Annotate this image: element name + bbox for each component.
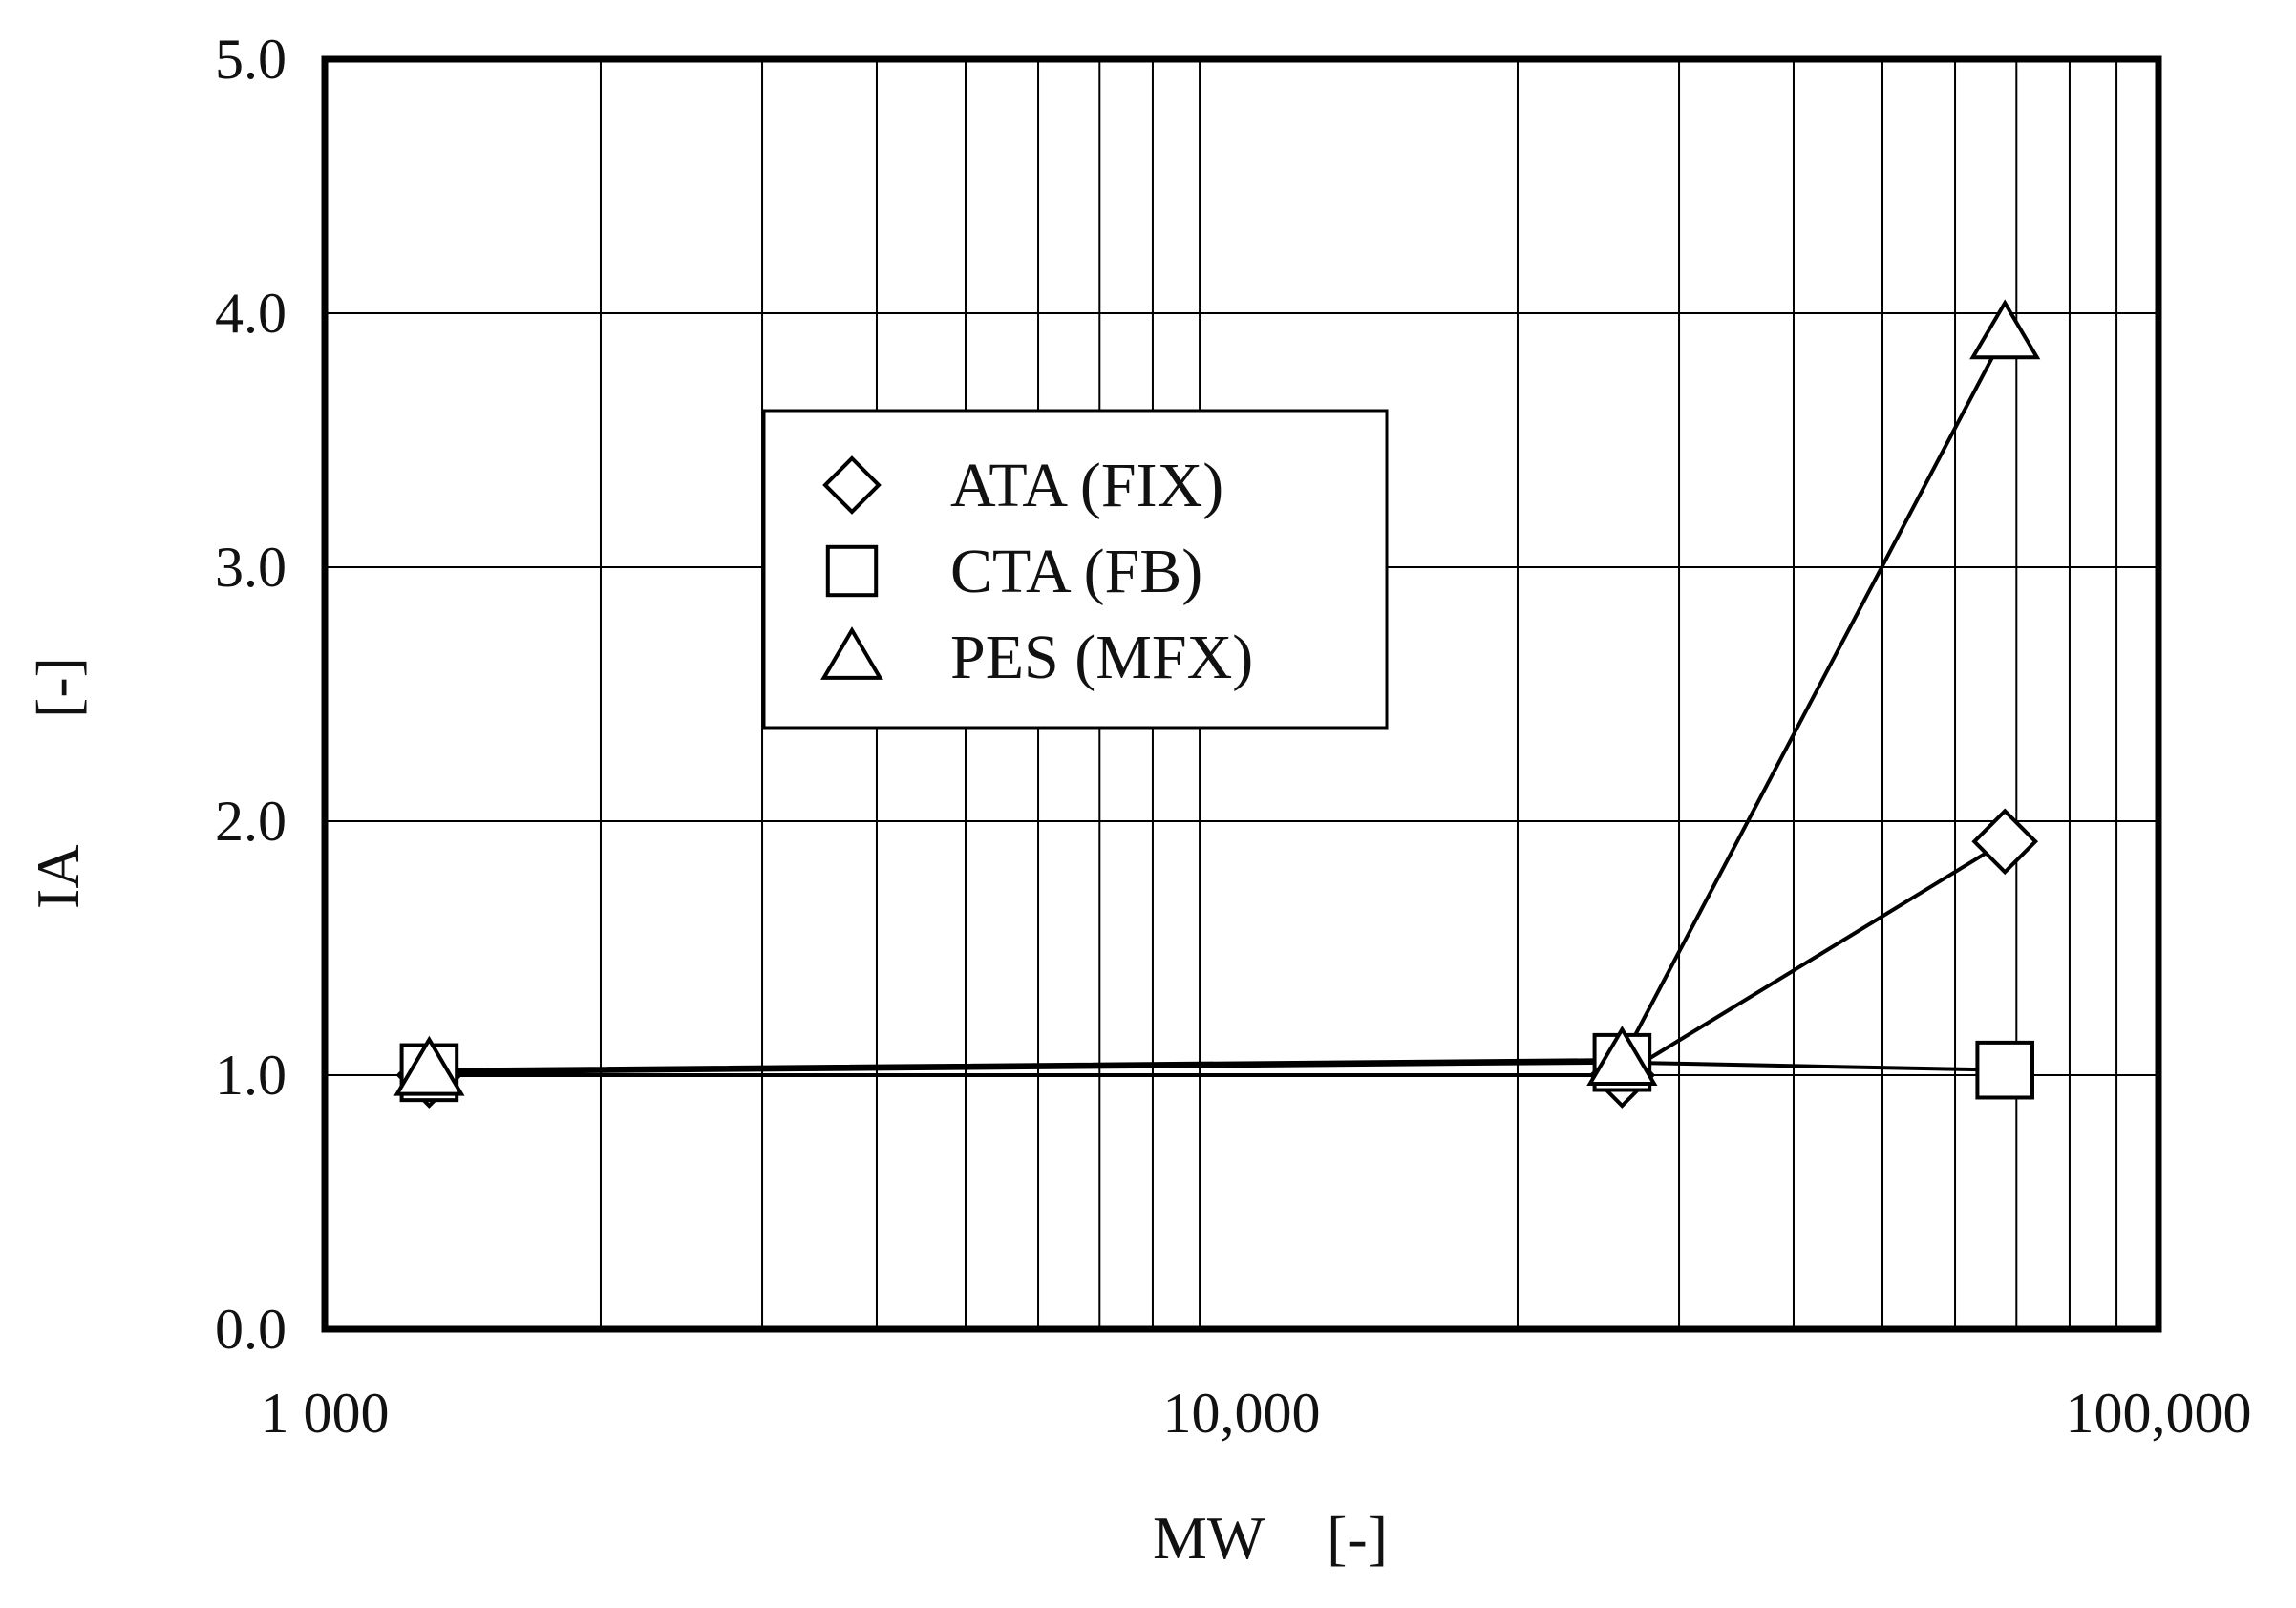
x-tick-label: 10,000 <box>1163 1382 1321 1445</box>
x-axis-title: MW [-] <box>1153 1504 1388 1572</box>
plot-frame <box>321 55 2162 1333</box>
y-tick-label: 0.0 <box>215 1298 287 1361</box>
x-axis-label: MW <box>1153 1504 1265 1572</box>
x-tick-label: 1 000 <box>261 1382 390 1445</box>
x-axis-unit: [-] <box>1327 1504 1388 1572</box>
y-tick-label: 4.0 <box>215 282 287 345</box>
legend-marker-square <box>825 544 879 598</box>
y-axis-unit: [-] <box>24 657 92 718</box>
legend-marker-triangle <box>820 626 883 680</box>
y-tick-label: 1.0 <box>215 1044 287 1107</box>
data-point-triangle <box>393 1035 465 1096</box>
y-axis-title: IA [-] <box>24 657 92 909</box>
legend-label: CTA (FB) <box>950 537 1202 606</box>
y-axis-label: IA <box>24 845 92 909</box>
legend-label: ATA (FIX) <box>950 451 1223 520</box>
data-point-triangle <box>1969 299 2041 360</box>
legend-marker-diamond <box>822 455 882 515</box>
x-tick-label: 100,000 <box>2066 1382 2252 1445</box>
y-tick-label: 2.0 <box>215 790 287 853</box>
data-point-square <box>1975 1040 2035 1100</box>
data-point-triangle <box>1586 1026 1658 1086</box>
y-tick-label: 5.0 <box>215 28 287 91</box>
legend: ATA (FIX) CTA (FB) PES (MFX) <box>762 409 1389 730</box>
series-line-diamond <box>429 839 2007 1077</box>
legend-label: PES (MFX) <box>950 623 1253 692</box>
y-tick-label: 3.0 <box>215 536 287 599</box>
data-point-diamond <box>1971 808 2039 876</box>
y-tick-labels: 0.0 1.0 2.0 3.0 4.0 5.0 <box>215 28 287 1361</box>
x-tick-labels: 1 000 10,000 100,000 <box>261 1382 2252 1445</box>
series-markers <box>393 299 2041 1109</box>
